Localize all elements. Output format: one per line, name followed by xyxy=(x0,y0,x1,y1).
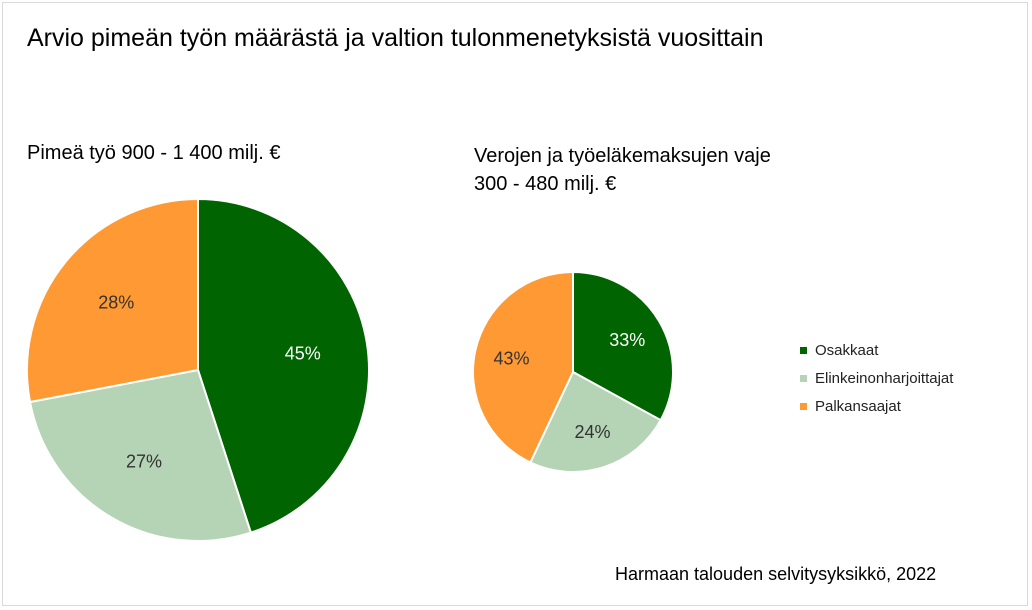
pie1-label-elinkeinonharjoittajat: 27% xyxy=(126,451,162,471)
pie-chart-1: 45% 27% 28% xyxy=(26,197,371,542)
pie2-title-line2: 300 - 480 milj. € xyxy=(474,173,617,195)
legend-swatch-palkansaajat xyxy=(800,402,807,410)
legend-label-elinkeinonharjoittajat: Elinkeinonharjoittajat xyxy=(815,369,954,387)
legend-item-palkansaajat: Palkansaajat xyxy=(800,392,953,420)
source-note: Harmaan talouden selvitysyksikkö, 2022 xyxy=(615,564,937,584)
legend-item-elinkeinonharjoittajat: Elinkeinonharjoittajat xyxy=(800,364,953,392)
pie2-label-palkansaajat: 43% xyxy=(494,348,530,368)
chart-title: Arvio pimeän työn määrästä ja valtion tu… xyxy=(27,24,764,52)
pie2-label-elinkeinonharjoittajat: 24% xyxy=(574,422,610,442)
legend-swatch-osakkaat xyxy=(800,346,807,354)
pie2-title: Verojen ja työeläkemaksujen vaje 300 - 4… xyxy=(474,142,771,198)
legend-swatch-elinkeinonharjoittajat xyxy=(800,374,807,382)
pie1-slice-osakkaat xyxy=(197,197,371,534)
legend-label-osakkaat: Osakkaat xyxy=(815,341,879,359)
legend-label-palkansaajat: Palkansaajat xyxy=(815,397,901,415)
pie2-title-line1: Verojen ja työeläkemaksujen vaje xyxy=(474,145,771,167)
pie1-slice-palkansaajat xyxy=(26,197,199,404)
pie2-slice-elinkeinonharjoittajat xyxy=(529,370,662,473)
pie1-label-osakkaat: 45% xyxy=(285,343,321,363)
pie2-slice-palkansaajat xyxy=(472,270,574,464)
pie2-slice-osakkaat xyxy=(572,270,674,422)
pie1-slice-elinkeinonharjoittajat xyxy=(28,368,253,542)
legend-item-osakkaat: Osakkaat xyxy=(800,336,953,364)
pie1-title: Pimeä työ 900 - 1 400 milj. € xyxy=(27,142,281,164)
pie-chart-2: 33% 24% 43% xyxy=(472,270,674,473)
legend: Osakkaat Elinkeinonharjoittajat Palkansa… xyxy=(800,336,953,420)
pie1-label-palkansaajat: 28% xyxy=(98,292,134,312)
pie2-label-osakkaat: 33% xyxy=(609,330,645,350)
